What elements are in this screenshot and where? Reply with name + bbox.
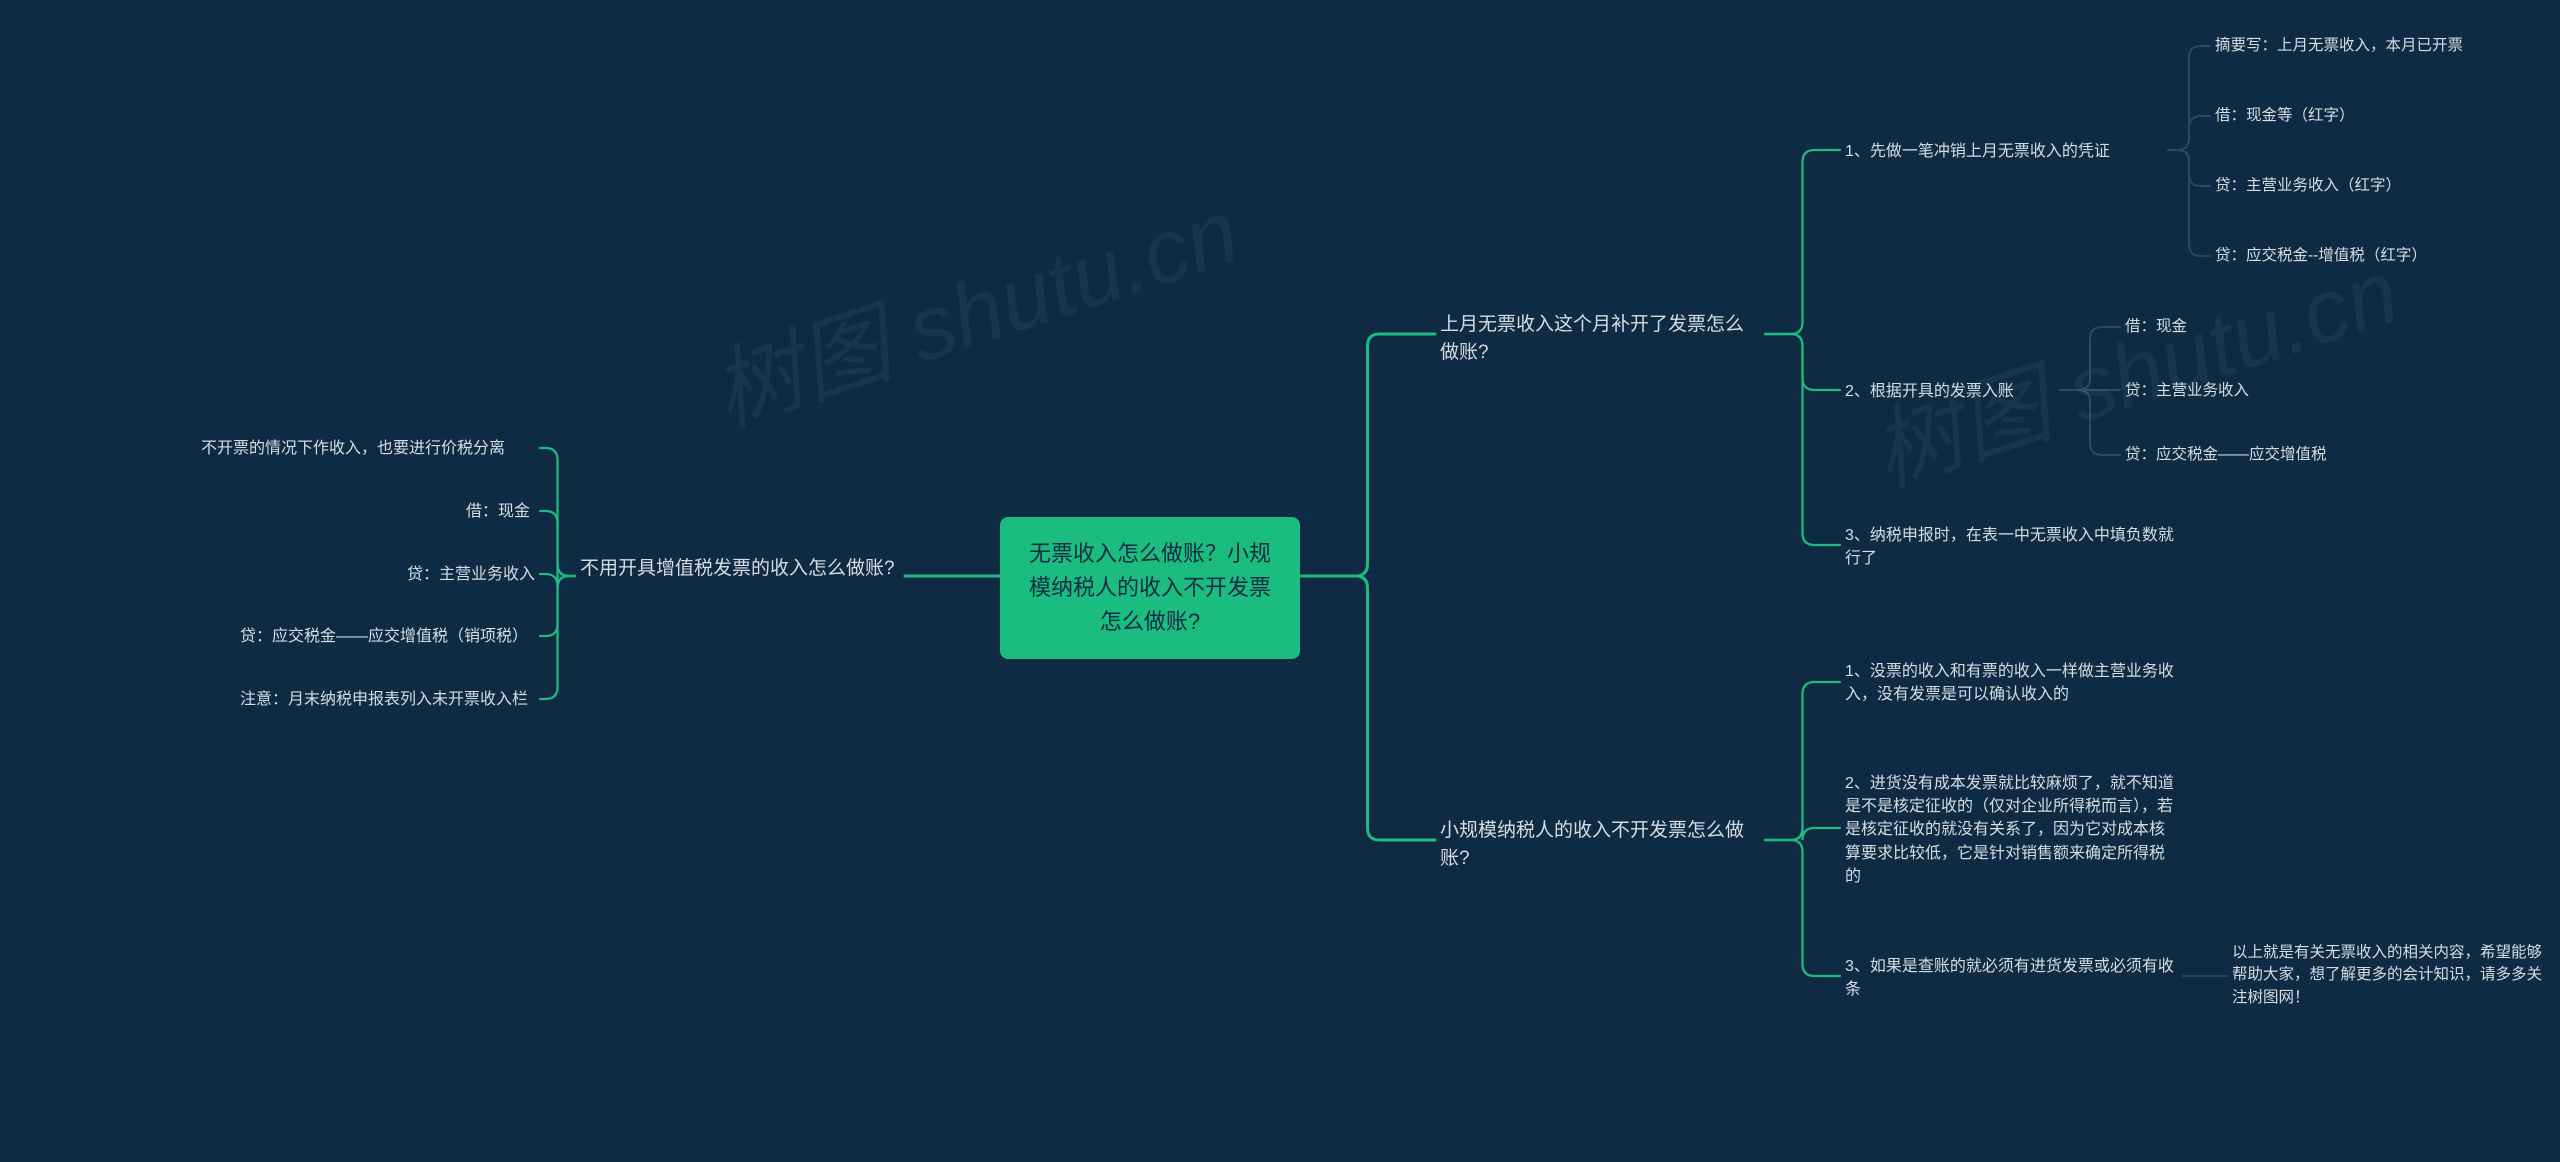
root-node[interactable]: 无票收入怎么做账？小规模纳税人的收入不开发票怎么做账? xyxy=(1000,517,1300,659)
left-leaf[interactable]: 不开票的情况下作收入，也要进行价税分离 xyxy=(165,437,505,460)
right-branch-1[interactable]: 上月无票收入这个月补开了发票怎么做账? xyxy=(1440,311,1760,366)
right-branch-2[interactable]: 小规模纳税人的收入不开发票怎么做账? xyxy=(1440,817,1760,872)
r1d-node[interactable]: 贷：应交税金--增值税（红字） xyxy=(2215,245,2525,267)
s2-node[interactable]: 2、进货没有成本发票就比较麻烦了，就不知道是不是核定征收的（仅对企业所得税而言）… xyxy=(1845,772,2180,888)
left-leaf[interactable]: 借：现金 xyxy=(420,500,530,523)
r3-node[interactable]: 3、纳税申报时，在表一中无票收入中填负数就行了 xyxy=(1845,524,2175,570)
r2b-node[interactable]: 贷：主营业务收入 xyxy=(2125,380,2405,402)
r1-node[interactable]: 1、先做一笔冲销上月无票收入的凭证 xyxy=(1845,140,2165,163)
r2-node[interactable]: 2、根据开具的发票入账 xyxy=(1845,380,2165,403)
left-leaf[interactable]: 贷：应交税金——应交增值税（销项税） xyxy=(188,625,528,648)
r2a-node[interactable]: 借：现金 xyxy=(2125,316,2405,338)
left-branch[interactable]: 不用开具增值税发票的收入怎么做账? xyxy=(580,555,900,583)
r1a-node[interactable]: 摘要写：上月无票收入，本月已开票 xyxy=(2215,35,2525,57)
r2c-node[interactable]: 贷：应交税金——应交增值税 xyxy=(2125,444,2405,466)
s3-node[interactable]: 3、如果是查账的就必须有进货发票或必须有收条 xyxy=(1845,955,2180,1001)
left-leaf[interactable]: 贷：主营业务收入 xyxy=(355,563,535,586)
r1c-node[interactable]: 贷：主营业务收入（红字） xyxy=(2215,175,2525,197)
left-leaf[interactable]: 注意：月末纳税申报表列入未开票收入栏 xyxy=(188,688,528,711)
r1b-node[interactable]: 借：现金等（红字） xyxy=(2215,105,2525,127)
s3a-node[interactable]: 以上就是有关无票收入的相关内容，希望能够帮助大家，想了解更多的会计知识，请多多关… xyxy=(2232,942,2542,1009)
s1-node[interactable]: 1、没票的收入和有票的收入一样做主营业务收入，没有发票是可以确认收入的 xyxy=(1845,660,2180,706)
